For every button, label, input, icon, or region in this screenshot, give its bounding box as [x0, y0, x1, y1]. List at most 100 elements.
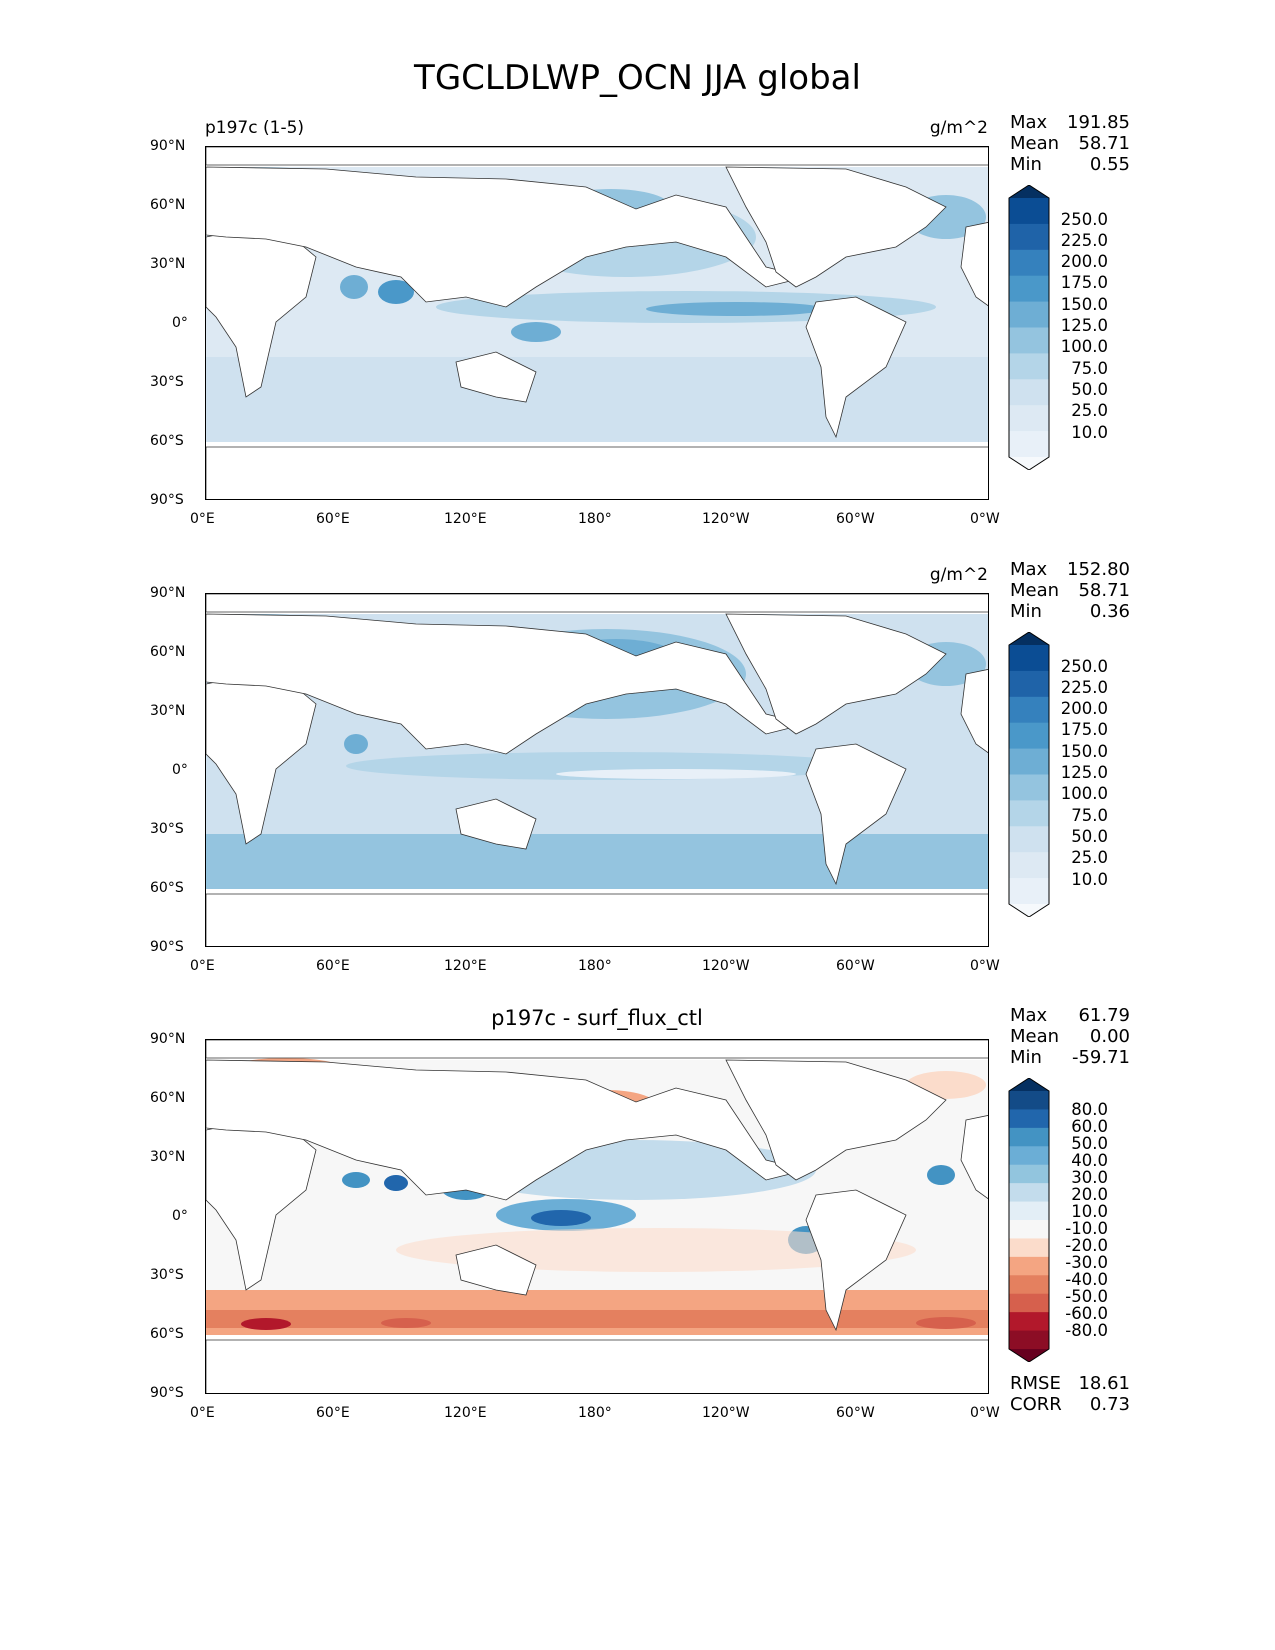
lat-tick: 0°: [172, 1208, 188, 1224]
colorbar-tick-label: 100.0: [1060, 784, 1108, 804]
lat-tick: 90°N: [150, 585, 186, 601]
colorbar-outline: [1008, 1078, 1050, 1362]
colorbar-extend-min: [1009, 1349, 1049, 1362]
lat-tick: 60°S: [150, 433, 184, 449]
colorbar-tick-label: 25.0: [1071, 848, 1108, 868]
colorbar-segment: [1009, 405, 1049, 432]
lat-tick: 90°S: [150, 939, 184, 955]
colorbar-segment: [1009, 1312, 1049, 1332]
colorbar-tick-label: 175.0: [1060, 720, 1108, 740]
lon-tick: 0°W: [970, 511, 1000, 527]
colorbar-segment: [1009, 301, 1049, 328]
colorbar-segment: [1009, 1183, 1049, 1203]
colorbar-segment: [1009, 275, 1049, 303]
colorbar-tick-label: 10.0: [1071, 1202, 1108, 1221]
panel-2-stat-max: Max 152.80: [1010, 559, 1130, 580]
colorbar-extend-min: [1009, 457, 1049, 470]
colorbar-tick-label: 200.0: [1060, 252, 1108, 272]
lon-tick: 180°: [578, 1405, 612, 1421]
lat-tick: 30°S: [150, 374, 184, 390]
lon-tick: 60°E: [316, 958, 350, 974]
panel-2-units: g/m^2: [929, 565, 988, 585]
colorbar-segment: [1009, 1220, 1049, 1239]
lon-tick: 0°E: [190, 1405, 215, 1421]
colorbar-segment: [1009, 379, 1049, 406]
colorbar-tick-label: -60.0: [1065, 1304, 1108, 1323]
colorbar-segment: [1009, 249, 1049, 277]
panel-3-stat-mean: Mean 0.00: [1010, 1026, 1130, 1047]
colorbar-segment: [1009, 1293, 1049, 1313]
lon-tick: 120°W: [702, 511, 750, 527]
lon-tick: 180°: [578, 958, 612, 974]
colorbar-segment: [1009, 878, 1049, 905]
panel-1-stat-mean: Mean 58.71: [1010, 133, 1130, 154]
colorbar-tick-label: -30.0: [1065, 1253, 1108, 1272]
panel-2-colorbar: [1008, 632, 1050, 917]
lon-tick: 60°E: [316, 511, 350, 527]
lat-tick: 60°N: [150, 197, 186, 213]
panel-2-land: [206, 594, 988, 946]
lat-tick: 60°S: [150, 880, 184, 896]
colorbar-segment: [1009, 1201, 1049, 1221]
panel-3-stat-rmse: RMSE 18.61: [1010, 1373, 1130, 1394]
lat-tick: 0°: [172, 762, 188, 778]
lon-tick: 0°E: [190, 511, 215, 527]
lat-tick: 90°N: [150, 1031, 186, 1047]
colorbar-segment: [1009, 1109, 1049, 1129]
colorbar-segment: [1009, 1256, 1049, 1276]
colorbar-tick-label: 250.0: [1060, 209, 1108, 229]
colorbar-segment: [1009, 826, 1049, 853]
colorbar-tick-label: -20.0: [1065, 1236, 1108, 1255]
colorbar-tick-label: 80.0: [1071, 1100, 1108, 1119]
colorbar-tick-label: 50.0: [1071, 826, 1108, 846]
lat-tick: 30°N: [150, 256, 186, 272]
lon-tick: 60°E: [316, 1405, 350, 1421]
panel-1-stat-max: Max 191.85: [1010, 112, 1130, 133]
colorbar-segment: [1009, 670, 1049, 698]
panel-3-center-title: p197c - surf_flux_ctl: [491, 1006, 703, 1030]
colorbar-extend-min: [1009, 904, 1049, 917]
colorbar-segment: [1009, 223, 1049, 251]
colorbar-segment: [1009, 748, 1049, 775]
panel-3-colorbar: [1008, 1078, 1050, 1362]
lon-tick: 120°E: [444, 511, 487, 527]
colorbar-tick-label: 60.0: [1071, 1117, 1108, 1136]
lat-tick: 60°N: [150, 1090, 186, 1106]
colorbar-tick-label: 40.0: [1071, 1151, 1108, 1170]
colorbar-extend-max: [1009, 632, 1049, 645]
lat-tick: 60°N: [150, 644, 186, 660]
panel-1-units: g/m^2: [929, 118, 988, 138]
lon-tick: 60°W: [836, 958, 875, 974]
colorbar-tick-label: 150.0: [1060, 741, 1108, 761]
colorbar-segment: [1009, 1330, 1049, 1350]
panel-2-stat-min: Min 0.36: [1010, 601, 1130, 622]
colorbar-tick-label: 10.0: [1071, 869, 1108, 889]
panel-1-colorbar: [1008, 185, 1050, 470]
lon-tick: 120°E: [444, 1405, 487, 1421]
panel-1-stat-min: Min 0.55: [1010, 154, 1130, 175]
panel-2-map: [205, 593, 989, 947]
panel-2-stat-mean: Mean 58.71: [1010, 580, 1130, 601]
colorbar-tick-label: 10.0: [1071, 422, 1108, 442]
colorbar-segment: [1009, 696, 1049, 724]
lat-tick: 30°S: [150, 821, 184, 837]
panel-3-map: [205, 1039, 989, 1394]
colorbar-tick-label: 150.0: [1060, 294, 1108, 314]
colorbar-segment: [1009, 852, 1049, 879]
colorbar-segment: [1009, 800, 1049, 827]
colorbar-segment: [1009, 722, 1049, 750]
colorbar-outline: [1008, 632, 1050, 917]
colorbar-tick-label: 125.0: [1060, 316, 1108, 335]
colorbar-segment: [1009, 198, 1049, 225]
lat-tick: 30°N: [150, 703, 186, 719]
colorbar-segment: [1009, 327, 1049, 354]
lat-tick: 90°S: [150, 1385, 184, 1401]
colorbar-tick-label: -10.0: [1065, 1219, 1108, 1238]
panel-3-stat-min: Min -59.71: [1010, 1047, 1130, 1068]
colorbar-tick-label: -40.0: [1065, 1270, 1108, 1289]
colorbar-tick-label: 125.0: [1060, 763, 1108, 782]
colorbar-tick-label: 20.0: [1071, 1185, 1108, 1204]
lon-tick: 0°W: [970, 1405, 1000, 1421]
colorbar-tick-label: 200.0: [1060, 699, 1108, 719]
lon-tick: 120°W: [702, 1405, 750, 1421]
